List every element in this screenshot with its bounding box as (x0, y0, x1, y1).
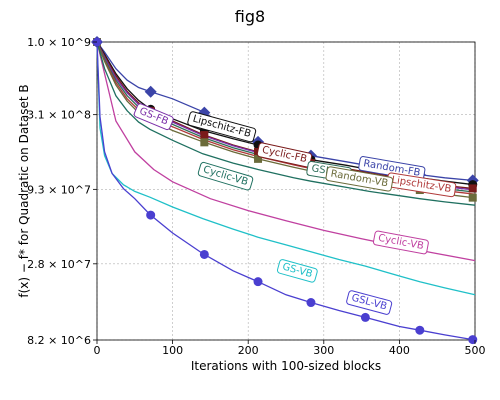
series-label-box (346, 290, 393, 315)
series-marker (468, 184, 477, 193)
series-marker (415, 325, 425, 335)
x-tick-label: 500 (465, 344, 486, 357)
series-marker (146, 210, 156, 220)
series-label-group: Cyclic-FB (256, 142, 313, 168)
series-marker (253, 277, 263, 287)
series-marker (254, 154, 263, 163)
series-label-box (133, 103, 174, 131)
series-label: Cyclic-VB (202, 164, 250, 188)
series-marker (468, 335, 478, 345)
series-label-group: GS-VB (276, 259, 318, 283)
series-marker (200, 131, 209, 140)
series-label-group: Cyclic-VB (372, 230, 429, 255)
x-tick-label: 300 (313, 344, 334, 357)
series-label-box (325, 166, 394, 192)
series-marker (361, 167, 370, 176)
series-line (96, 41, 476, 341)
x-tick-label: 400 (389, 344, 410, 357)
labels-layer: Random-FBLipschitz-FBCyclic-FBGS-FBGSL-F… (133, 103, 457, 315)
series-marker (200, 138, 209, 147)
y-tick-label: 1.0 × 10^9 (27, 36, 91, 49)
series-marker (468, 193, 477, 202)
series-label-box (372, 230, 429, 255)
series-line (96, 41, 476, 206)
x-tick-label: 200 (238, 344, 259, 357)
y-ticks: 8.2 × 10^6 2.8 × 10^7 9.3 × 10^7 3.1 × 10^8… (27, 36, 97, 347)
series-marker (306, 298, 316, 308)
x-ticks: 0 100 200 300 400 500 (94, 340, 486, 357)
series-label-group: GSL-VB (346, 290, 393, 315)
y-tick-label: 9.3 × 10^7 (27, 183, 91, 196)
x-tick-label: 100 (162, 344, 183, 357)
series-label-box (187, 111, 257, 143)
series-marker (144, 85, 157, 98)
series-label-box (276, 259, 318, 283)
series-label-box (197, 161, 254, 191)
y-tick-label: 2.8 × 10^7 (27, 258, 91, 271)
series-marker (199, 249, 209, 259)
series-label-box (256, 142, 313, 168)
series-marker (360, 312, 370, 322)
y-axis-title: f(x) − f* for Quadratic on Dataset B (17, 84, 31, 297)
x-axis-title: Iterations with 100-sized blocks (191, 359, 381, 373)
x-tick-label: 0 (94, 344, 101, 357)
chart-title: fig8 (235, 7, 265, 26)
y-tick-label: 3.1 × 10^8 (27, 109, 91, 122)
y-tick-label: 8.2 × 10^6 (27, 334, 91, 347)
